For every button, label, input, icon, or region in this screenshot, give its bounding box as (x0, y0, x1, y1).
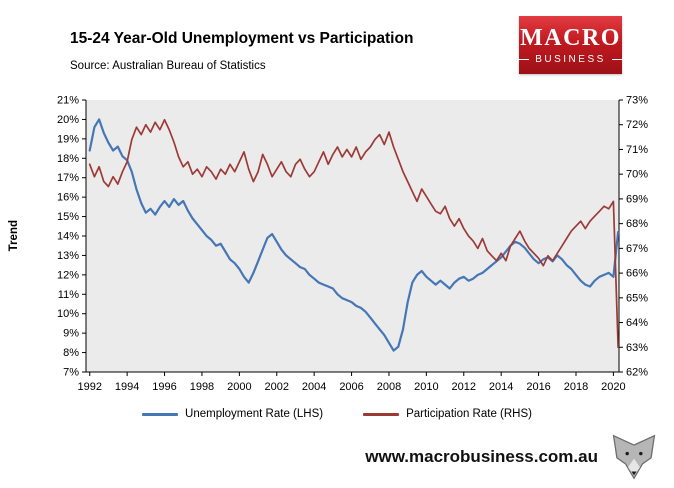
y-axis-label-left: 13% (57, 250, 79, 262)
x-axis-label: 2002 (265, 381, 289, 393)
x-axis-label: 2020 (601, 381, 625, 393)
y-axis-label-right: 66% (626, 268, 648, 280)
y-axis-label-left: 9% (63, 328, 79, 340)
legend-label-participation: Participation Rate (RHS) (406, 408, 532, 420)
legend-label-unemployment: Unemployment Rate (LHS) (185, 408, 324, 420)
y-axis-label-left: 10% (57, 308, 79, 320)
chart-legend: Unemployment Rate (LHS) Participation Ra… (0, 408, 674, 420)
x-axis-label: 2012 (452, 381, 476, 393)
source-label: Source: Australian Bureau of Statistics (70, 60, 266, 72)
y-axis-label-left: 17% (57, 172, 79, 184)
unemployment-rate-line (88, 118, 620, 352)
x-axis-label: 1996 (152, 381, 176, 393)
y-axis-label-right: 70% (626, 169, 648, 181)
wolf-logo-icon (612, 434, 656, 480)
y-axis-label-right: 67% (626, 243, 648, 255)
y-axis-label-left: 12% (57, 269, 79, 281)
y-axis-label-left: 15% (57, 211, 79, 223)
y-axis-label-right: 65% (626, 292, 648, 304)
x-axis-label: 2000 (227, 381, 251, 393)
plot-background (86, 100, 619, 372)
footer: www.macrobusiness.com.au (365, 434, 660, 480)
logo-text-business: BUSINESS (535, 53, 606, 65)
x-axis-label: 1994 (115, 381, 139, 393)
y-axis-label-right: 63% (626, 342, 648, 354)
y-axis-label-right: 71% (626, 144, 648, 156)
y-axis-label-left: 16% (57, 192, 79, 204)
legend-line-sample-unemployment (142, 412, 179, 416)
x-axis-label: 1998 (190, 381, 214, 393)
x-axis-label: 2004 (302, 381, 326, 393)
y-axis-label-right: 68% (626, 218, 648, 230)
x-axis-label: 2018 (564, 381, 588, 393)
y-axis-label-left: 21% (57, 95, 79, 107)
x-axis-label: 2006 (339, 381, 363, 393)
y-axis-label-left: 7% (63, 367, 79, 379)
y-axis-label-left: 11% (58, 289, 79, 301)
y-axis-label-left: 20% (57, 114, 79, 126)
y-axis-label-right: 69% (626, 193, 648, 205)
y-axis-label-right: 62% (626, 367, 648, 379)
x-axis-label: 2014 (489, 381, 513, 393)
y-axis-label-left: 18% (57, 153, 79, 165)
x-axis-label: 2010 (414, 381, 438, 393)
legend-item-unemployment: Unemployment Rate (LHS) (142, 408, 323, 420)
y-axis-label-left: 8% (63, 347, 79, 359)
legend-item-participation: Participation Rate (RHS) (363, 408, 532, 420)
logo-text-business-row: BUSINESS (516, 53, 625, 65)
logo-text-macro: MACRO (520, 24, 621, 51)
x-axis-label: 1992 (77, 381, 101, 393)
macrobusiness-logo: MACRO BUSINESS (516, 16, 625, 74)
x-axis-label: 2016 (526, 381, 550, 393)
participation-rate-line (88, 118, 619, 349)
x-axis-label: 2008 (377, 381, 401, 393)
logo-decor-line-right (611, 59, 625, 60)
y-axis-label-right: 72% (626, 119, 648, 131)
website-url: www.macrobusiness.com.au (365, 447, 598, 466)
chart-plot: 7% 8% 9% 10% 11% 12% 13% 14% 15% 16% 17% 18% 19% 20% 2… (57, 95, 648, 394)
y-axis-label-right: 73% (626, 95, 648, 107)
legend-line-sample-participation (363, 412, 400, 416)
y-axis-label-right: 64% (626, 317, 648, 329)
logo-decor-line-left (516, 59, 530, 60)
chart-title: 15-24 Year-Old Unemployment vs Participa… (70, 30, 414, 47)
y-axis-label-left: 19% (57, 133, 79, 145)
y-axis-label-left: 14% (57, 231, 79, 243)
